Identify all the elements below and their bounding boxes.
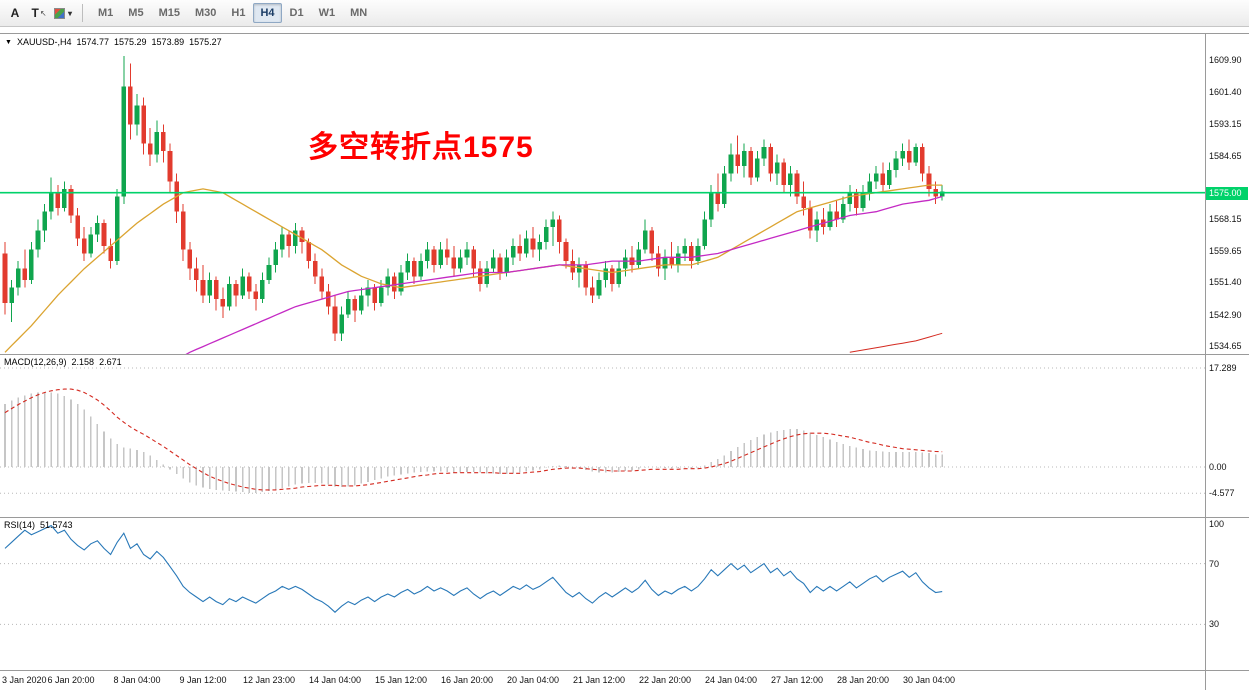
time-tick-label: 9 Jan 12:00 — [179, 675, 227, 685]
cursor-tool-button[interactable]: A — [10, 6, 20, 20]
ohlc-low: 1573.89 — [151, 37, 185, 47]
time-tick-label: 16 Jan 20:00 — [440, 675, 494, 685]
toolbar-separator — [82, 4, 83, 22]
timeframe-button-m5[interactable]: M5 — [128, 7, 144, 19]
rsi-panel-canvas[interactable]: RSI(14) 51.5743 — [0, 518, 1205, 670]
symbol-dropdown-icon[interactable]: ▼ — [5, 38, 12, 46]
timeframe-button-h1[interactable]: H1 — [231, 7, 246, 19]
time-tick-label: 3 Jan 2020 — [2, 675, 47, 685]
macd-tick-label: 0.00 — [1209, 462, 1227, 472]
ohlc-close: 1575.27 — [189, 37, 222, 47]
time-tick-label: 24 Jan 04:00 — [704, 675, 758, 685]
timeframe-button-m15[interactable]: M15 — [158, 7, 180, 19]
price-tick-label: 1559.65 — [1209, 246, 1242, 256]
macd-label: MACD(12,26,9) 2.158 2.671 — [4, 357, 122, 367]
macd-axis[interactable]: 17.289 0.00 -4.577 — [1205, 355, 1248, 517]
macd-panel-row: MACD(12,26,9) 2.158 2.671 17.289 0.00 -4.5… — [0, 355, 1249, 518]
time-tick-label: 21 Jan 12:00 — [572, 675, 626, 685]
timeframe-button-m1[interactable]: M1 — [98, 7, 114, 19]
time-tick-label: 27 Jan 12:00 — [770, 675, 824, 685]
axis-corner — [1205, 671, 1248, 690]
timeframe-button-h4[interactable]: H4 — [253, 3, 282, 23]
macd-signal-value: 2.671 — [99, 357, 122, 367]
time-tick-label: 20 Jan 04:00 — [506, 675, 560, 685]
price-tick-label: 1534.65 — [1209, 341, 1242, 351]
palette-icon — [53, 7, 65, 19]
style-tool-button[interactable]: ▾ — [52, 3, 74, 23]
toolbar-chart-gap — [0, 27, 1249, 33]
time-tick-label: 15 Jan 12:00 — [374, 675, 428, 685]
rsi-label: RSI(14) 51.5743 — [4, 520, 73, 530]
ohlc-high: 1575.29 — [114, 37, 147, 47]
price-tick-label: 1584.65 — [1209, 151, 1242, 161]
hline-price-badge: 1575.00 — [1206, 187, 1248, 200]
main-chart-canvas[interactable]: ▼ XAUUSD-,H4 1574.77 1575.29 1573.89 157… — [0, 34, 1205, 354]
timeframe-button-d1[interactable]: D1 — [289, 7, 304, 19]
time-tick-label: 12 Jan 23:00 — [242, 675, 296, 685]
time-tick-label: 30 Jan 04:00 — [902, 675, 956, 685]
price-axis[interactable]: 1575.00 1609.90 1601.40 1593.15 1584.65 1568… — [1205, 34, 1248, 354]
price-tick-label: 1568.15 — [1209, 214, 1242, 224]
macd-name: MACD(12,26,9) — [4, 357, 67, 367]
timeframe-button-mn[interactable]: MN — [350, 7, 368, 19]
macd-tick-label: 17.289 — [1209, 363, 1237, 373]
price-tick-label: 1601.40 — [1209, 87, 1242, 97]
rsi-tick-label: 100 — [1209, 519, 1225, 529]
timeframe-button-w1[interactable]: W1 — [318, 7, 336, 19]
timeframe-group: M1 M5 M15 M30 H1 H4 D1 W1 MN — [91, 3, 374, 23]
toolbar: A T ↖ ▾ M1 M5 M15 M30 H1 H4 D1 W1 MN — [0, 0, 1249, 27]
caret-down-icon: ▾ — [67, 8, 72, 18]
symbol-name: XAUUSD-,H4 — [16, 37, 72, 47]
rsi-tick-label: 30 — [1209, 619, 1220, 629]
main-panel-row: ▼ XAUUSD-,H4 1574.77 1575.29 1573.89 157… — [0, 34, 1249, 355]
timeframe-button-m30[interactable]: M30 — [194, 7, 217, 19]
text-tool-icon: T — [31, 6, 39, 20]
time-axis[interactable]: 3 Jan 2020 6 Jan 20:00 8 Jan 04:00 9 Jan 12… — [0, 671, 1205, 690]
text-tool-button[interactable]: T ↖ — [28, 3, 50, 23]
chart-area: ▼ XAUUSD-,H4 1574.77 1575.29 1573.89 157… — [0, 33, 1249, 690]
chart-annotation: 多空转折点1575 — [308, 131, 534, 164]
price-tick-label: 1593.15 — [1209, 119, 1242, 129]
rsi-value: 51.5743 — [40, 520, 73, 530]
price-tick-label: 1609.90 — [1209, 55, 1242, 65]
ohlc-open: 1574.77 — [76, 37, 109, 47]
macd-main-value: 2.158 — [71, 357, 95, 367]
symbol-info: ▼ XAUUSD-,H4 1574.77 1575.29 1573.89 157… — [5, 37, 222, 47]
rsi-tick-label: 70 — [1209, 559, 1220, 569]
time-tick-label: 8 Jan 04:00 — [113, 675, 161, 685]
rsi-axis[interactable]: 100 70 30 — [1205, 518, 1248, 670]
rsi-name: RSI(14) — [4, 520, 36, 530]
price-tick-label: 1551.40 — [1209, 277, 1242, 287]
macd-panel-canvas[interactable]: MACD(12,26,9) 2.158 2.671 — [0, 355, 1205, 517]
price-tick-label: 1542.90 — [1209, 310, 1242, 320]
time-tick-label: 22 Jan 20:00 — [638, 675, 692, 685]
macd-tick-label: -4.577 — [1209, 488, 1235, 498]
rsi-panel-row: RSI(14) 51.5743 100 70 30 — [0, 518, 1249, 671]
time-tick-label: 14 Jan 04:00 — [308, 675, 362, 685]
cursor-arrow-icon: ↖ — [39, 8, 47, 18]
time-axis-row: 3 Jan 2020 6 Jan 20:00 8 Jan 04:00 9 Jan 12… — [0, 671, 1249, 690]
time-tick-label: 6 Jan 20:00 — [47, 675, 95, 685]
time-tick-label: 28 Jan 20:00 — [836, 675, 890, 685]
